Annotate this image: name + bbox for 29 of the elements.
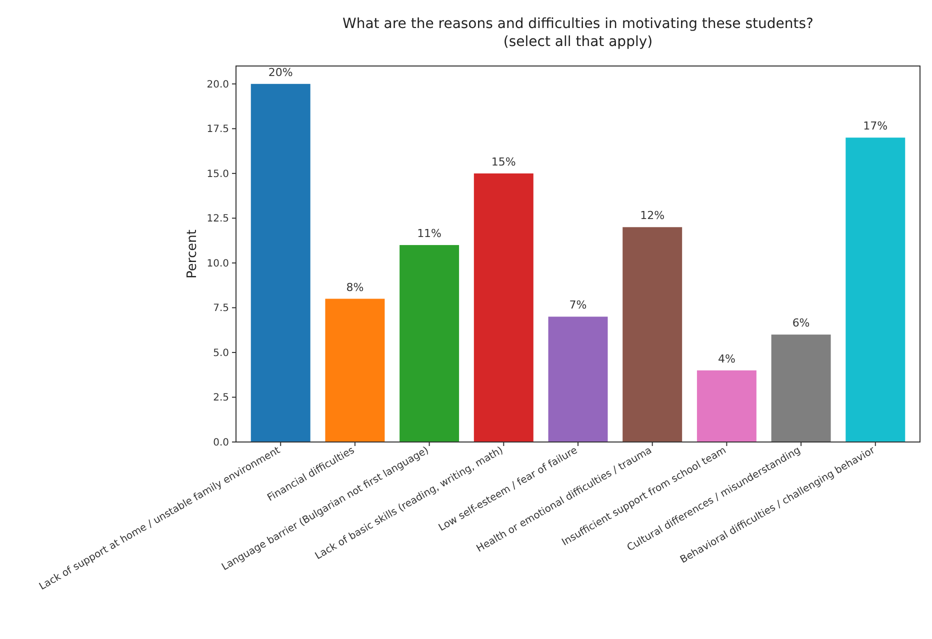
y-axis-title: Percent [185,230,200,278]
chart-title: What are the reasons and difficulties in motivating these students? (select all that apply) [342,16,814,50]
data-label: 11% [417,227,442,240]
data-label: 17% [863,120,888,133]
data-label: 4% [718,352,736,366]
y-tick-label: 12.5 [206,214,229,225]
bar [696,370,756,442]
bar [325,298,385,442]
y-tick-label: 20.0 [206,79,229,90]
data-label: 7% [569,298,587,312]
data-label: 12% [640,209,665,222]
y-tick-label: 0.0 [213,438,229,448]
y-tick-label: 15.0 [206,168,229,180]
data-label: 15% [491,155,516,168]
y-tick-label: 7.5 [213,303,229,314]
data-label: 6% [792,316,810,330]
bar [622,227,682,442]
bar [250,84,310,442]
y-tick-label: 2.5 [213,392,229,404]
y-tick-label: 5.0 [213,348,229,359]
data-label: 8% [346,280,364,294]
y-tick-label: 10.0 [206,258,229,270]
bar [474,173,534,442]
data-label: 20% [268,66,293,79]
bar [548,316,608,442]
y-tick-label: 17.5 [206,124,229,136]
bar [400,245,460,442]
bar [846,138,906,442]
bar [771,334,831,442]
